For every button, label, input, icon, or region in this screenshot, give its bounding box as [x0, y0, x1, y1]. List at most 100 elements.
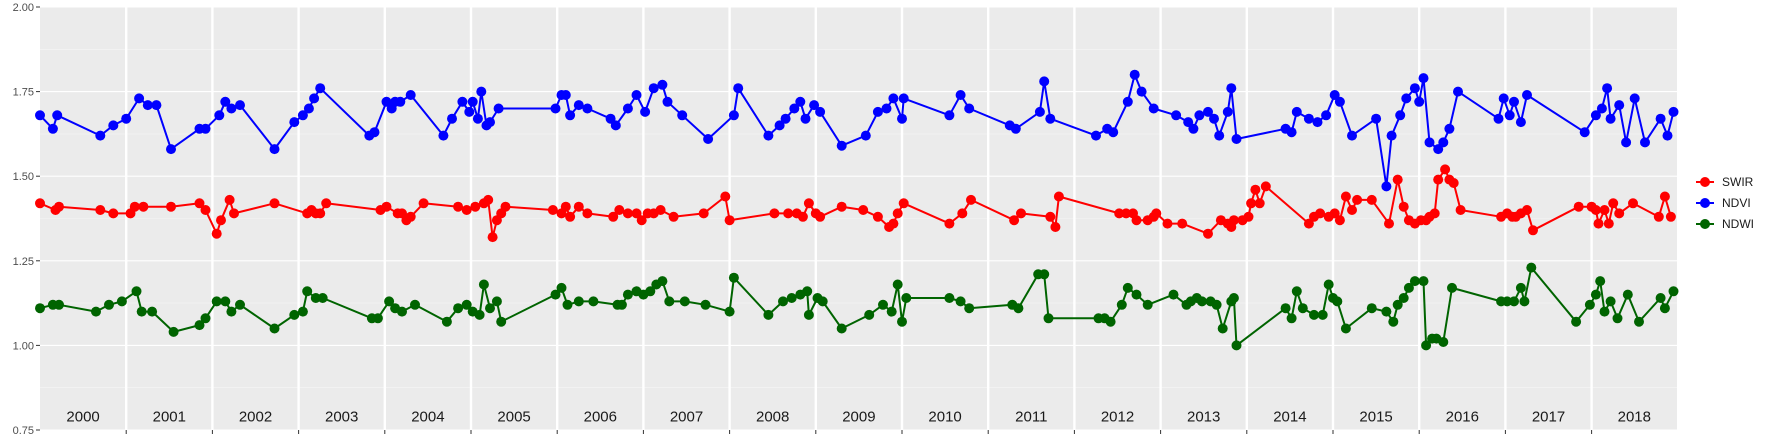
data-point-ndvi: [1453, 86, 1463, 97]
data-point-swir: [1260, 181, 1271, 192]
data-point-swir: [1659, 191, 1670, 202]
data-point-swir: [944, 218, 955, 229]
data-point-ndwi: [496, 316, 507, 327]
year-label: 2016: [1446, 409, 1479, 426]
data-point-ndvi: [303, 103, 314, 114]
data-point-swir: [1016, 208, 1026, 219]
data-point-swir: [631, 208, 642, 219]
data-point-ndvi: [1231, 134, 1242, 144]
data-point-ndwi: [1403, 282, 1414, 293]
data-point-ndwi: [1634, 316, 1644, 327]
year-label: 2002: [239, 409, 272, 426]
data-point-ndvi: [151, 100, 162, 111]
data-point-ndwi: [817, 296, 828, 307]
x-axis: [125, 430, 1593, 434]
data-point-ndvi: [472, 113, 483, 124]
data-point-ndwi: [1595, 276, 1606, 287]
data-point-ndvi: [944, 110, 955, 121]
data-point-ndwi: [1366, 303, 1377, 314]
data-point-swir: [1053, 191, 1064, 202]
data-point-ndvi: [622, 103, 633, 114]
minor-gridlines: [40, 48, 1677, 389]
data-point-swir: [1250, 184, 1261, 195]
data-point-ndvi: [728, 110, 739, 121]
year-label: 2014: [1273, 409, 1306, 426]
data-point-ndvi: [1286, 127, 1297, 138]
data-point-ndvi: [809, 100, 820, 111]
data-point-ndwi: [679, 296, 690, 307]
data-point-ndvi: [1312, 117, 1323, 128]
data-point-ndwi: [1605, 296, 1616, 307]
data-point-ndvi: [108, 120, 119, 131]
major-gridlines: [40, 6, 1677, 431]
data-point-ndvi: [1493, 113, 1504, 124]
data-point-ndwi: [384, 296, 395, 307]
data-point-ndvi: [1381, 181, 1392, 192]
data-point-ndvi: [836, 140, 847, 151]
data-point-ndwi: [588, 296, 599, 307]
data-point-ndvi: [1303, 113, 1314, 124]
data-point-ndwi: [562, 299, 573, 310]
year-label: 2009: [842, 409, 875, 426]
data-point-ndwi: [410, 299, 420, 310]
data-point-ndwi: [901, 293, 912, 303]
data-point-ndvi: [774, 120, 785, 131]
data-point-ndvi: [438, 130, 449, 141]
data-point-swir: [35, 198, 45, 209]
data-point-swir: [405, 211, 416, 222]
data-point-ndvi: [560, 90, 571, 100]
data-point-ndvi: [795, 96, 806, 107]
year-label: 2008: [756, 409, 789, 426]
data-point-ndvi: [677, 110, 688, 121]
data-point-swir: [1528, 225, 1538, 236]
data-point-swir: [1050, 222, 1061, 232]
legend-item-swir: SWIR: [1696, 175, 1754, 189]
data-point-ndvi: [235, 100, 245, 111]
legend-key-point: [1700, 219, 1710, 229]
data-point-ndwi: [836, 323, 847, 334]
data-point-ndwi: [786, 293, 797, 303]
data-point-ndvi: [309, 93, 320, 104]
data-point-ndwi: [1622, 289, 1633, 300]
data-point-ndwi: [168, 326, 179, 337]
data-point-swir: [636, 215, 647, 226]
data-point-swir: [1599, 205, 1610, 215]
data-point-ndwi: [1332, 296, 1343, 307]
data-point-swir: [1228, 215, 1239, 226]
data-point-swir: [1433, 174, 1444, 185]
data-point-ndvi: [648, 83, 659, 94]
data-point-ndwi: [1131, 289, 1142, 300]
data-point-swir: [622, 208, 633, 219]
data-point-swir: [858, 205, 869, 215]
data-point-ndvi: [447, 113, 457, 124]
data-point-swir: [872, 211, 883, 222]
data-point-ndvi: [1629, 93, 1640, 104]
data-point-ndwi: [474, 309, 485, 320]
data-point-ndvi: [297, 110, 308, 121]
data-point-ndvi: [1371, 113, 1382, 124]
data-point-swir: [1628, 198, 1638, 209]
data-point-ndvi: [1662, 130, 1673, 141]
data-point-ndwi: [211, 296, 222, 307]
data-point-ndvi: [142, 100, 153, 111]
data-point-ndwi: [116, 296, 127, 307]
data-point-swir: [655, 205, 666, 215]
data-point-ndvi: [898, 93, 909, 104]
data-point-swir: [1177, 218, 1188, 229]
data-point-ndvi: [1045, 113, 1056, 124]
data-point-ndvi: [1596, 103, 1607, 114]
data-point-swir: [1151, 208, 1162, 219]
data-point-ndvi: [955, 90, 966, 100]
data-point-swir: [892, 208, 903, 219]
data-point-ndvi: [1602, 83, 1613, 94]
data-point-swir: [957, 208, 968, 219]
data-point-ndvi: [573, 100, 584, 111]
data-point-swir: [418, 198, 429, 209]
data-point-swir: [1455, 205, 1466, 215]
data-point-swir: [803, 198, 814, 209]
data-point-ndvi: [964, 103, 975, 114]
data-point-ndvi: [95, 130, 106, 141]
data-point-ndvi: [631, 90, 642, 100]
data-point-ndwi: [302, 286, 313, 297]
